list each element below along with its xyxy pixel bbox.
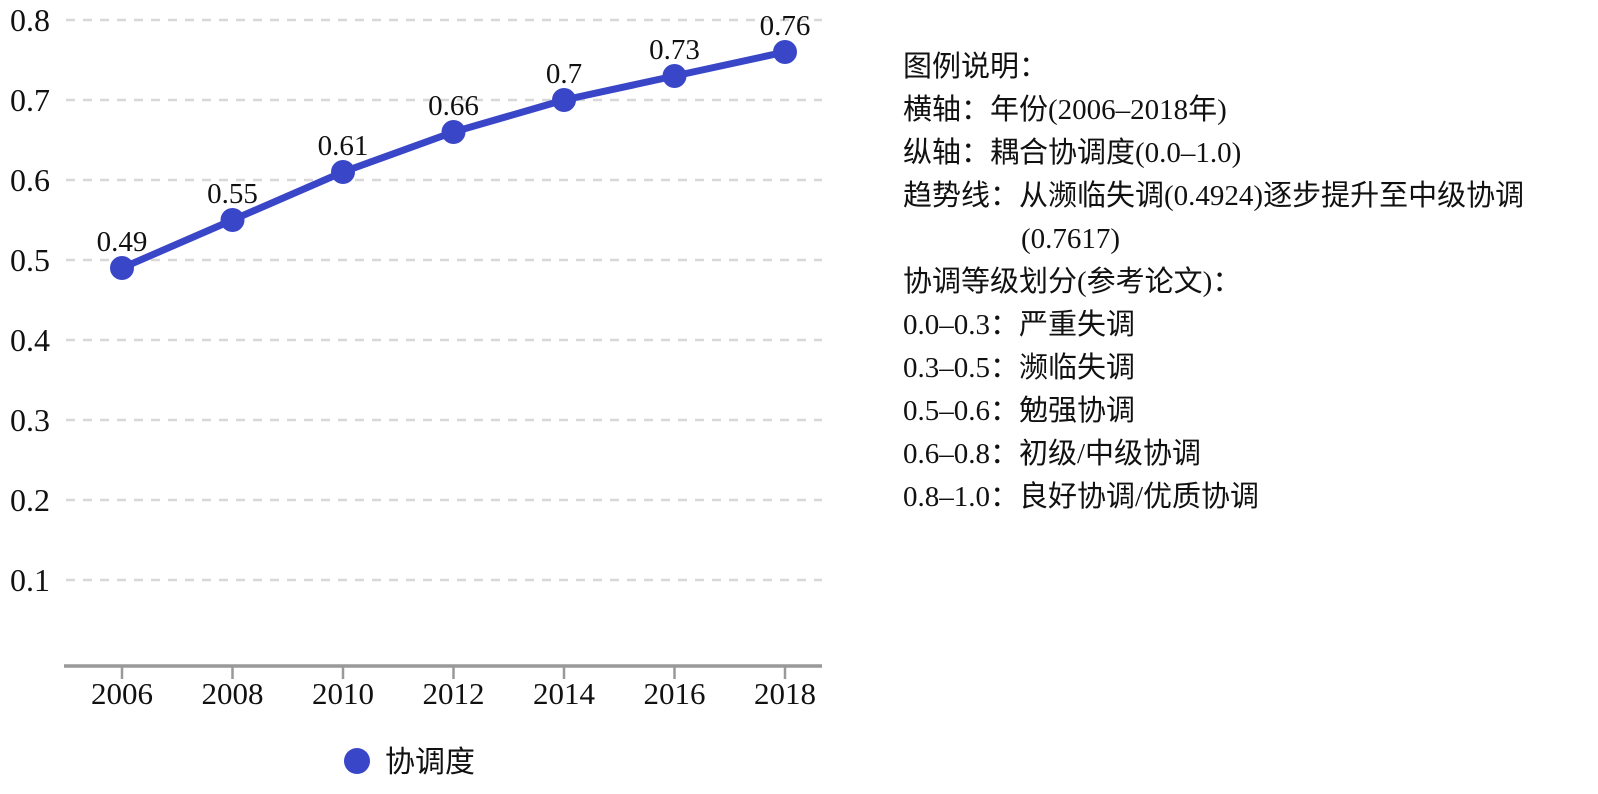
legend-label: 协调度 [385, 746, 475, 779]
note-line-3: 趋势线：从濒临失调(0.4924)逐步提升至中级协调 [903, 180, 1525, 212]
y-axis-tick-label-0.5: 0.5 [10, 242, 50, 278]
x-axis-tick-label-2014: 2014 [533, 676, 596, 711]
note-line-9: 0.6–0.8：初级/中级协调 [903, 438, 1202, 470]
y-axis-tick-label-0.8: 0.8 [10, 2, 50, 38]
data-point-2010 [331, 160, 355, 184]
y-axis-tick-label-0.1: 0.1 [10, 562, 50, 598]
y-axis-tick-label-0.6: 0.6 [10, 162, 50, 198]
y-axis-tick-label-0.7: 0.7 [10, 82, 50, 118]
note-line-10: 0.8–1.0：良好协调/优质协调 [903, 481, 1260, 513]
coordination-degree-chart: 0.1 0.2 0.3 0.4 0.5 0.6 0.7 0.8 2006 2008 2010 2012… [10, 2, 822, 779]
note-line-6: 0.0–0.3：严重失调 [903, 309, 1136, 341]
series-line-协调度 [118, 48, 789, 272]
note-line-4: (0.7617) [1021, 223, 1121, 255]
data-point-2016 [662, 64, 687, 88]
note-line-5: 协调等级划分(参考论文)： [903, 266, 1242, 298]
x-axis-tick-label-2012: 2012 [423, 676, 485, 711]
data-label-2010: 0.61 [318, 130, 369, 162]
data-label-2014: 0.7 [546, 58, 582, 90]
data-label-2012: 0.66 [428, 90, 479, 122]
data-point-2012 [441, 120, 466, 144]
x-axis-tick-label-2018: 2018 [754, 676, 816, 711]
y-axis-tick-label-0.4: 0.4 [10, 322, 50, 358]
note-line-1: 横轴：年份(2006–2018年) [903, 94, 1227, 126]
note-line-8: 0.5–0.6：勉强协调 [903, 395, 1136, 427]
line-chart-canvas: 0.1 0.2 0.3 0.4 0.5 0.6 0.7 0.8 2006 2008 2010 2012… [10, 2, 822, 779]
legend-notes-panel: 图例说明： 横轴：年份(2006–2018年) 纵轴：耦合协调度(0.0–1.0) 趋… [903, 46, 1593, 519]
data-label-2008: 0.55 [207, 178, 258, 210]
data-point-2006 [110, 256, 134, 280]
x-axis-tick-label-2010: 2010 [312, 676, 374, 711]
note-line-7: 0.3–0.5：濒临失调 [903, 352, 1136, 384]
data-point-2008 [220, 208, 245, 232]
note-line-0: 图例说明： [903, 51, 1049, 83]
data-point-2018 [773, 40, 797, 64]
y-axis-tick-label-0.3: 0.3 [10, 402, 50, 438]
data-label-2006: 0.49 [97, 226, 148, 258]
legend-marker-icon [344, 748, 370, 774]
data-point-2014 [552, 88, 576, 112]
note-line-2: 纵轴：耦合协调度(0.0–1.0) [903, 137, 1242, 169]
x-axis-tick-label-2006: 2006 [91, 676, 153, 711]
x-axis-tick-label-2016: 2016 [644, 676, 706, 711]
y-axis-tick-label-0.2: 0.2 [10, 482, 50, 518]
data-label-2016: 0.73 [649, 34, 700, 66]
x-axis-tick-label-2008: 2008 [202, 676, 264, 711]
data-label-2018: 0.76 [760, 10, 811, 42]
